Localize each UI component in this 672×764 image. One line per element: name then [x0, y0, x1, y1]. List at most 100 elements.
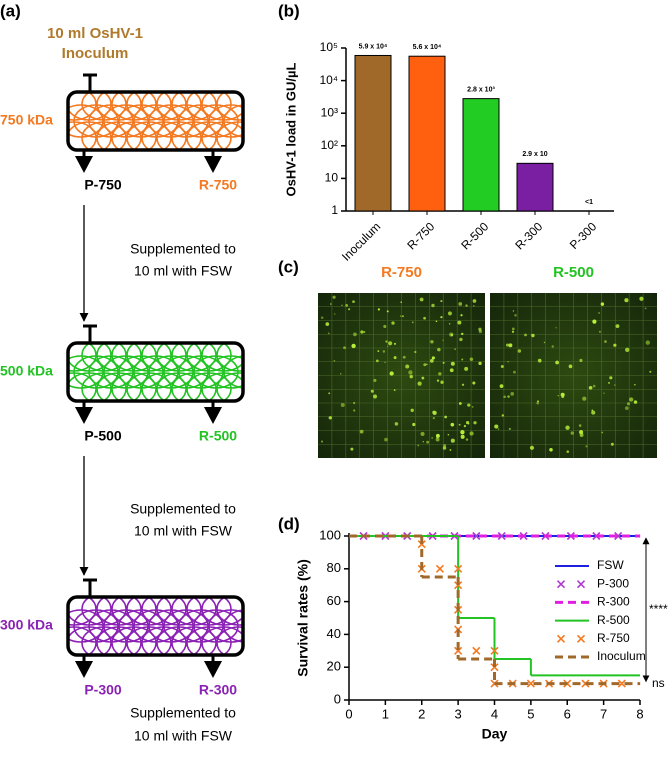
fluorescent-spot — [447, 311, 453, 316]
note: 10 ml with FSW — [134, 263, 233, 279]
fluorescent-spot — [431, 303, 435, 308]
fluorescent-spot — [384, 361, 386, 364]
x-marker — [581, 679, 590, 688]
fluorescent-spot — [341, 304, 343, 306]
fluorescent-spot — [431, 356, 435, 360]
x-marker — [472, 646, 481, 655]
y-tick-label: 80 — [327, 560, 341, 575]
fluorescent-spot — [383, 324, 387, 328]
fluorescent-spot — [610, 442, 614, 446]
fiber-loop — [111, 626, 157, 655]
y-axis-label: OsHV-1 load in GU/µL — [283, 62, 298, 196]
fluorescent-spot — [494, 424, 499, 429]
fluorescent-spot — [334, 313, 336, 315]
panel-label: (d) — [278, 514, 300, 533]
fiber-loop — [216, 343, 243, 372]
fluorescent-spot — [443, 444, 447, 447]
fluorescent-spot — [363, 331, 366, 333]
fiber-loop — [81, 372, 127, 401]
fluorescent-spot — [633, 383, 636, 386]
fluorescent-spot — [459, 337, 463, 342]
legend-swatch — [576, 580, 586, 589]
x-marker — [617, 679, 626, 688]
fiber-loop — [171, 121, 217, 150]
x-tick-label: 2 — [418, 706, 425, 721]
value-label: 2.9 x 10 — [522, 151, 547, 158]
fluorescent-spot — [353, 409, 356, 412]
fluorescent-spot — [473, 305, 475, 307]
fluorescent-spot — [408, 370, 413, 375]
x-tick-label: R-300 — [512, 219, 545, 252]
note: Supplemented to — [130, 501, 236, 517]
fluorescent-spot — [469, 357, 474, 362]
filter-fibers — [68, 343, 243, 401]
legend-label: P-300 — [597, 576, 629, 590]
fluorescent-spot — [473, 421, 477, 425]
fluorescent-spot — [591, 410, 596, 415]
fluorescent-spot — [360, 330, 364, 334]
fluorescent-spot — [551, 345, 554, 348]
bar — [462, 98, 500, 212]
fluorescent-spot — [370, 389, 374, 393]
fluorescent-spot — [340, 402, 345, 408]
membrane-size: 500 kDa — [0, 363, 53, 379]
fluorescent-spot — [449, 449, 452, 451]
fluorescent-spot — [585, 445, 588, 448]
fluorescent-spot — [430, 340, 434, 344]
fluorescent-spot — [440, 380, 444, 384]
fluorescent-spot — [423, 316, 426, 320]
fluorescent-spot — [353, 332, 357, 337]
fluorescent-spot — [629, 397, 634, 402]
fluorescent-spot — [471, 405, 474, 408]
fiber-loop — [96, 626, 142, 655]
x-tick-label: P-300 — [567, 219, 600, 252]
fluorescent-spot — [501, 414, 504, 417]
annotation: ns — [652, 676, 665, 690]
y-tick-label: 1 — [331, 203, 338, 217]
fiber-loop — [126, 121, 172, 150]
fluorescent-spot — [460, 314, 463, 317]
y-tick-label: 100 — [319, 527, 341, 542]
fluorescent-spot — [352, 300, 355, 304]
fluorescent-spot — [608, 381, 611, 384]
inoculum-label: Inoculum — [62, 45, 129, 62]
fluorescent-spot — [401, 315, 404, 318]
note: Supplemented to — [130, 705, 236, 721]
fluorescent-spot — [517, 349, 522, 353]
fiber-loop — [223, 355, 243, 389]
fluorescent-spot — [419, 297, 424, 302]
fluorescent-spot — [601, 431, 604, 434]
fluorescent-spot — [351, 343, 356, 349]
fluorescent-spot — [565, 425, 570, 430]
x-marker — [454, 646, 463, 655]
fluorescent-spot — [555, 327, 557, 329]
fiber-loop — [186, 121, 232, 150]
fluorescent-spot — [579, 430, 584, 435]
fluorescent-spot — [458, 402, 462, 405]
fluorescent-spot — [343, 346, 346, 350]
fluorescent-spot — [350, 447, 354, 451]
fluorescent-spot — [613, 343, 617, 347]
fluorescent-spot — [450, 361, 455, 366]
panel-label: (c) — [278, 257, 299, 276]
fluorescent-spot — [566, 450, 570, 453]
fluorescent-spot — [591, 409, 594, 412]
fluorescent-spot — [348, 308, 351, 311]
y-tick-label: 10⁵ — [320, 40, 338, 54]
y-axis-label: Survival rates (%) — [295, 559, 311, 677]
fluorescent-spot — [609, 376, 613, 380]
fiber-loop — [216, 372, 243, 401]
fluorescent-spot — [394, 342, 397, 345]
fluorescent-spot — [570, 431, 574, 435]
micrograph-label: R-750 — [381, 264, 422, 281]
fluorescent-spot — [600, 302, 605, 306]
fluorescent-spot — [450, 422, 455, 427]
fluorescent-spot — [639, 296, 644, 301]
fiber-loop — [216, 626, 243, 655]
membrane-size: 750 kDa — [0, 112, 53, 128]
fluorescent-spot — [510, 392, 515, 396]
fluorescent-spot — [615, 324, 620, 329]
fluorescent-spot — [389, 371, 394, 376]
fluorescent-spot — [409, 374, 414, 379]
fluorescent-spot — [437, 347, 441, 352]
